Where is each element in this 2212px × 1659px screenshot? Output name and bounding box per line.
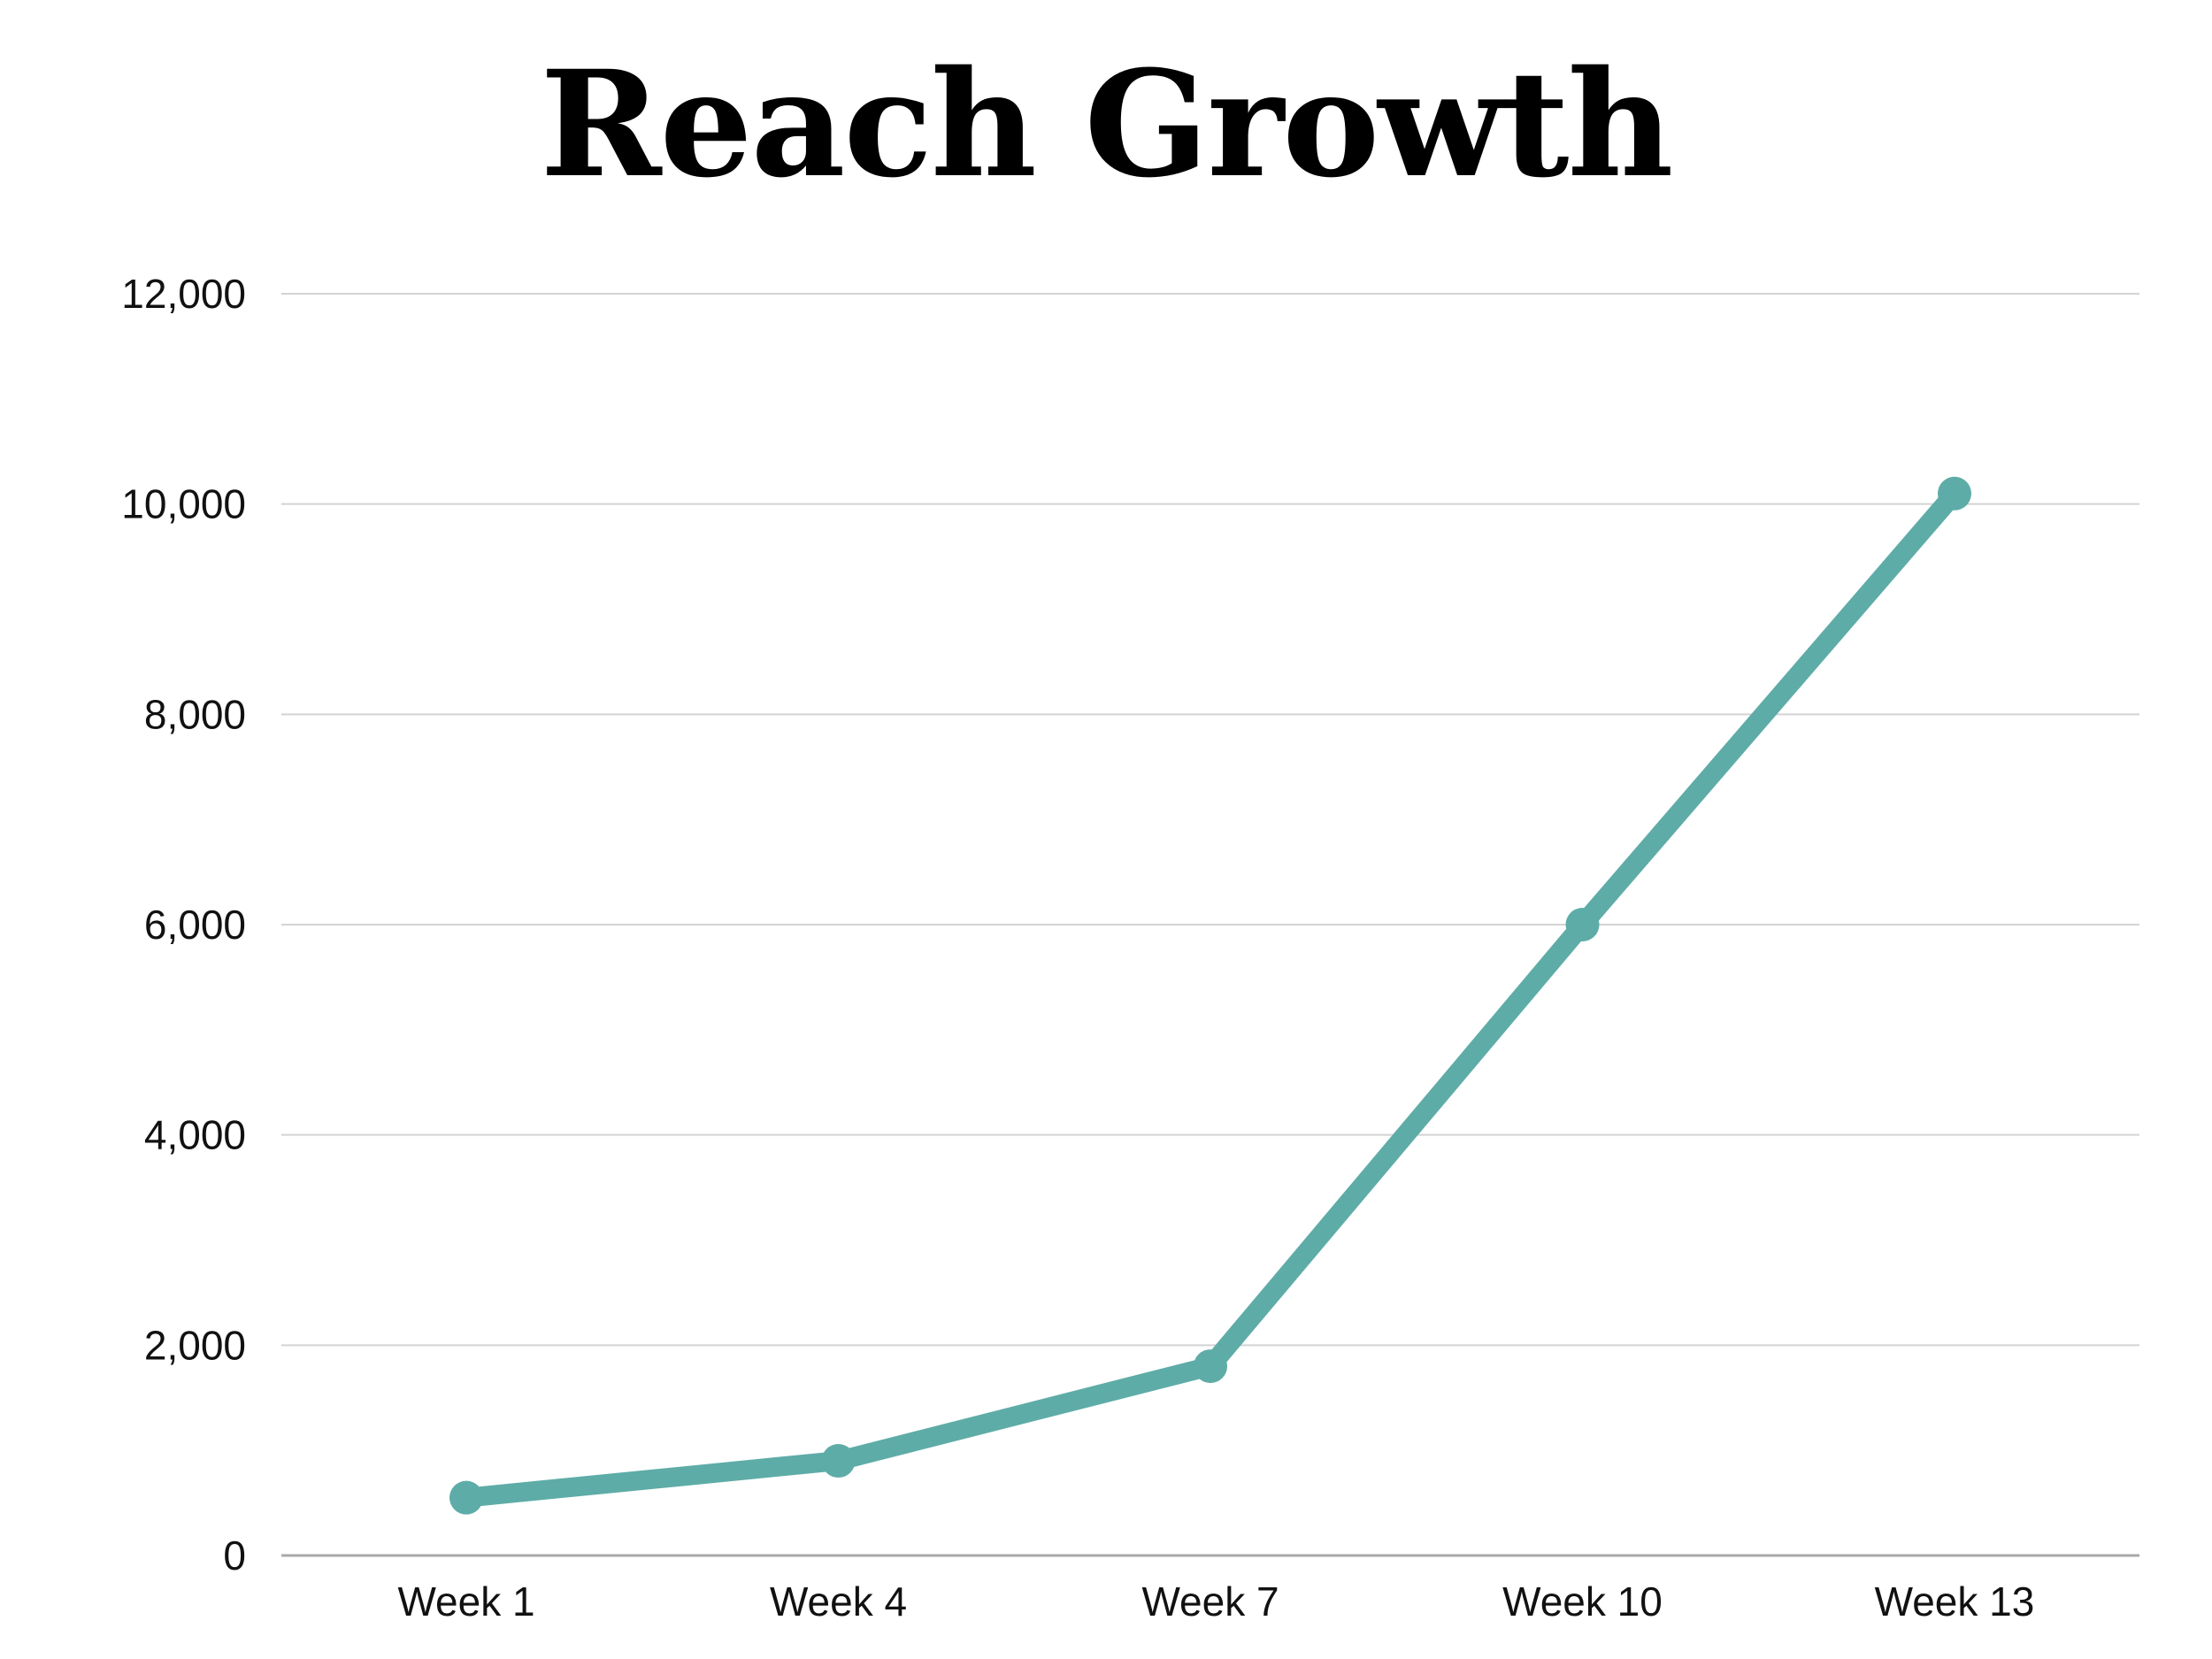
x-tick-label: Week 1 <box>397 1578 534 1624</box>
data-point <box>1194 1349 1227 1384</box>
x-tick-label: Week 7 <box>1141 1578 1279 1624</box>
chart-title: Reach Growth <box>540 38 1673 210</box>
y-tick-label: 2,000 <box>144 1322 246 1368</box>
y-tick-label: 0 <box>223 1532 246 1578</box>
x-tick-label: Week 10 <box>1502 1578 1663 1624</box>
series-line <box>457 483 1964 1508</box>
x-tick-label: Week 4 <box>770 1578 907 1624</box>
y-tick-label: 10,000 <box>121 481 246 527</box>
data-point <box>1938 476 1971 511</box>
gridlines <box>281 293 2139 1347</box>
data-point <box>449 1480 483 1515</box>
x-axis-ticks: Week 1 Week 4 Week 7 Week 10 Week 13 <box>397 1578 2034 1624</box>
y-tick-label: 12,000 <box>121 271 246 317</box>
y-tick-label: 8,000 <box>144 691 246 737</box>
y-tick-label: 4,000 <box>144 1112 246 1158</box>
data-point <box>821 1444 856 1479</box>
y-axis-ticks: 0 2,000 4,000 6,000 8,000 10,000 12,000 <box>121 271 246 1578</box>
series <box>449 476 1971 1515</box>
y-tick-label: 6,000 <box>144 902 246 948</box>
data-point <box>1565 908 1600 941</box>
x-tick-label: Week 13 <box>1875 1578 2035 1624</box>
